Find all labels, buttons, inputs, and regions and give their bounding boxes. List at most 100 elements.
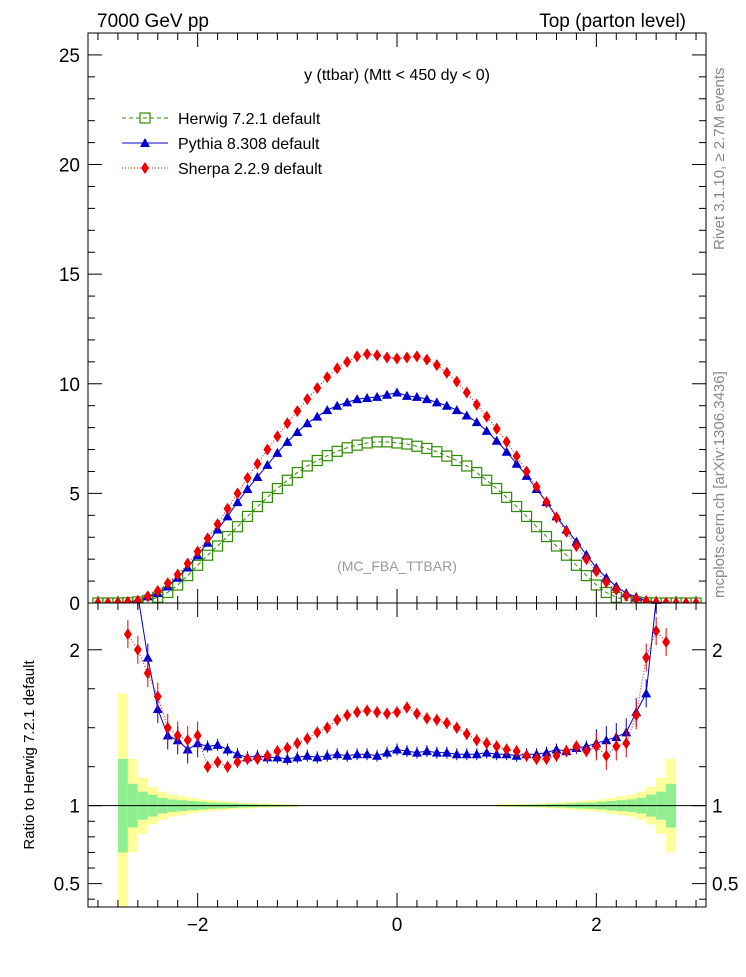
data-point	[622, 589, 631, 602]
data-point	[382, 389, 393, 399]
ratio-point	[293, 737, 302, 750]
ratio-point	[323, 721, 332, 734]
ratio-point	[362, 749, 373, 759]
ratio-y-axis-label: Ratio to Herwig 7.2.1 default	[21, 660, 38, 850]
data-point	[281, 474, 293, 486]
ratio-point	[642, 651, 651, 664]
data-point	[221, 530, 234, 543]
ratio-point	[512, 745, 521, 758]
data-point	[373, 349, 382, 362]
data-point	[143, 590, 152, 603]
data-point	[532, 480, 541, 493]
data-point	[471, 466, 483, 479]
ratio-point	[491, 749, 502, 759]
ratio-point	[183, 734, 192, 747]
main-plot: y (ttbar) (Mtt < 450 dy < 0) (MC_FBA_TTB…	[59, 32, 707, 615]
data-point	[352, 394, 363, 404]
data-point	[383, 351, 392, 364]
ratio-series-sherpa	[123, 617, 671, 773]
ratio-point	[203, 760, 212, 773]
data-point	[452, 375, 461, 388]
data-point	[461, 460, 473, 472]
data-point	[501, 446, 512, 456]
ratio-y-tick-label-right: 2	[712, 641, 723, 662]
data-point	[522, 465, 531, 478]
data-point	[402, 351, 411, 364]
ratio-point	[541, 747, 552, 757]
data-point	[482, 410, 491, 423]
mcplots-label: mcplots.cern.ch [arXiv:1306.3436]	[711, 371, 728, 598]
data-point	[242, 484, 253, 493]
data-point	[451, 454, 463, 467]
ratio-point	[552, 749, 561, 762]
data-point	[263, 443, 272, 456]
ratio-point	[303, 732, 312, 745]
data-point	[682, 597, 691, 603]
data-point	[261, 491, 274, 503]
data-point	[271, 482, 283, 495]
data-point	[332, 400, 343, 410]
data-point	[412, 350, 421, 363]
data-point	[560, 549, 573, 561]
ratio-point	[343, 709, 352, 722]
ratio-point	[123, 551, 133, 560]
ratio-point	[532, 752, 541, 765]
data-point	[481, 474, 493, 486]
ratio-point	[392, 744, 402, 754]
ratio-point	[431, 747, 442, 757]
ratio-point	[602, 749, 611, 762]
ratio-point	[243, 752, 252, 765]
data-point	[580, 569, 592, 582]
energy-label: 7000 GeV pp	[97, 11, 209, 32]
data-point	[393, 352, 401, 365]
ratio-point	[441, 747, 452, 757]
data-point	[103, 597, 112, 603]
data-point	[530, 521, 543, 533]
ratio-point	[562, 745, 571, 758]
data-point	[331, 445, 343, 457]
ratio-point	[402, 701, 411, 714]
data-point	[231, 521, 244, 533]
data-point	[632, 593, 641, 603]
data-point	[372, 391, 383, 401]
ratio-point	[442, 717, 451, 730]
ratio-point	[632, 709, 641, 722]
data-point	[262, 459, 273, 469]
data-point	[451, 405, 462, 415]
ratio-point	[482, 737, 491, 750]
ratio-plot: 0.5 0.5 1 1 2 2 −2 0 2 Ratio to Herwig 7.2.1 def…	[21, 551, 738, 936]
data-point	[313, 382, 322, 395]
data-point	[243, 472, 252, 485]
ratio-plot-ticks: 0.5 0.5 1 1 2 2 −2 0 2	[54, 603, 738, 936]
data-point	[183, 557, 192, 570]
ratio-point	[312, 752, 323, 762]
process-label: Top (parton level)	[539, 11, 686, 32]
analysis-watermark: (MC_FBA_TTBAR)	[337, 558, 457, 574]
ratio-point	[451, 749, 462, 759]
ratio-point	[142, 652, 153, 662]
ratio-point	[582, 745, 591, 758]
ratio-point	[352, 749, 363, 759]
ratio-point	[481, 747, 492, 757]
ratio-point	[273, 745, 282, 758]
data-point	[491, 435, 502, 445]
data-point	[113, 596, 122, 603]
y-tick-label: 15	[59, 265, 80, 286]
ratio-point	[383, 707, 392, 720]
ratio-point	[572, 740, 581, 753]
data-point	[542, 496, 551, 509]
ratio-point	[222, 744, 233, 754]
legend-label: Sherpa 2.2.9 default	[178, 161, 323, 178]
ratio-point	[143, 667, 152, 680]
series-pythia	[95, 387, 699, 603]
data-point	[223, 502, 232, 515]
data-point	[343, 355, 352, 368]
data-point	[501, 491, 513, 503]
data-point	[481, 425, 492, 435]
ratio-point	[601, 735, 612, 745]
ratio-point	[223, 760, 232, 773]
data-point	[550, 540, 563, 552]
ratio-point	[461, 749, 472, 759]
ratio-point	[212, 739, 223, 749]
